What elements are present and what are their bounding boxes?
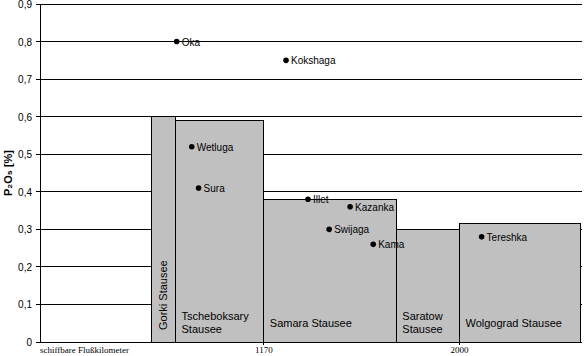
- point: [189, 144, 195, 150]
- point: [326, 227, 332, 233]
- bar-label: Tscheboksary Stausee: [182, 310, 252, 335]
- point-label: Kazanka: [355, 202, 394, 213]
- y-tick-label: 0,9: [18, 0, 32, 10]
- point-label: Illet: [313, 194, 329, 205]
- grid-line: [40, 79, 582, 80]
- y-tick: [36, 4, 40, 5]
- y-tick-label: 0,4: [18, 187, 32, 198]
- bar: [396, 229, 459, 342]
- point: [196, 185, 202, 191]
- bar: [151, 117, 175, 342]
- y-tick: [36, 191, 40, 192]
- y-tick-label: 0,1: [18, 299, 32, 310]
- point-label: Tereshka: [487, 232, 528, 243]
- bar-label: Gorki Stausee: [157, 260, 169, 330]
- point: [347, 204, 353, 210]
- point: [174, 39, 180, 45]
- y-axis: [40, 4, 41, 342]
- point-label: Wetluga: [197, 142, 234, 153]
- chart: 0 0,1 0,2 0,3 0,4 0,5 0,6 0,7 0,8 0,9 P₂O₅ [%] Gork…: [0, 0, 588, 356]
- y-tick: [36, 342, 40, 343]
- y-tick: [36, 154, 40, 155]
- point-label: Kama: [378, 239, 405, 250]
- x-tick-label: 2000: [450, 345, 469, 355]
- bar-label: Saratow Stausee: [402, 310, 445, 335]
- point: [305, 196, 311, 202]
- y-tick-label: 0: [26, 337, 32, 348]
- point: [370, 242, 376, 248]
- plot-area: [151, 39, 580, 342]
- point-label: Kokshaga: [291, 55, 336, 66]
- y-tick: [36, 41, 40, 42]
- y-tick-label: 0,5: [18, 149, 32, 160]
- labels: Gorki Stausee Tscheboksary Stausee Samara …: [157, 37, 561, 335]
- y-tick: [36, 304, 40, 305]
- y-tick-label: 0,6: [18, 112, 32, 123]
- grid-line: [40, 191, 582, 192]
- y-axis-title: P₂O₅ [%]: [2, 150, 14, 196]
- y-tick-label: 0,8: [18, 37, 32, 48]
- x-axis: [40, 342, 582, 343]
- x-axis-title: schiffbare Flußkilometer: [40, 345, 129, 355]
- grid-line: [40, 342, 582, 343]
- bar-label: Samara Stausee: [270, 317, 352, 329]
- y-tick-label: 0,2: [18, 262, 32, 273]
- y-tick: [36, 229, 40, 230]
- point-label: Swijaga: [334, 224, 369, 235]
- bar: [459, 224, 580, 342]
- y-tick: [36, 79, 40, 80]
- point: [283, 58, 289, 64]
- point: [479, 234, 485, 240]
- bar-label: Wolgograd Stausee: [465, 317, 561, 329]
- y-tick: [36, 116, 40, 117]
- point-label: Oka: [182, 37, 201, 48]
- bar: [176, 120, 264, 342]
- grid-line: [40, 154, 582, 155]
- grid-line: [40, 116, 582, 117]
- grid-line: [40, 4, 582, 5]
- point-label: Sura: [204, 183, 226, 194]
- y-tick-label: 0,7: [18, 74, 32, 85]
- y-tick: [36, 266, 40, 267]
- x-tick-label: 1170: [255, 345, 273, 355]
- y-tick-label: 0,3: [18, 224, 32, 235]
- bar: [264, 199, 396, 342]
- grid-line: [40, 41, 582, 42]
